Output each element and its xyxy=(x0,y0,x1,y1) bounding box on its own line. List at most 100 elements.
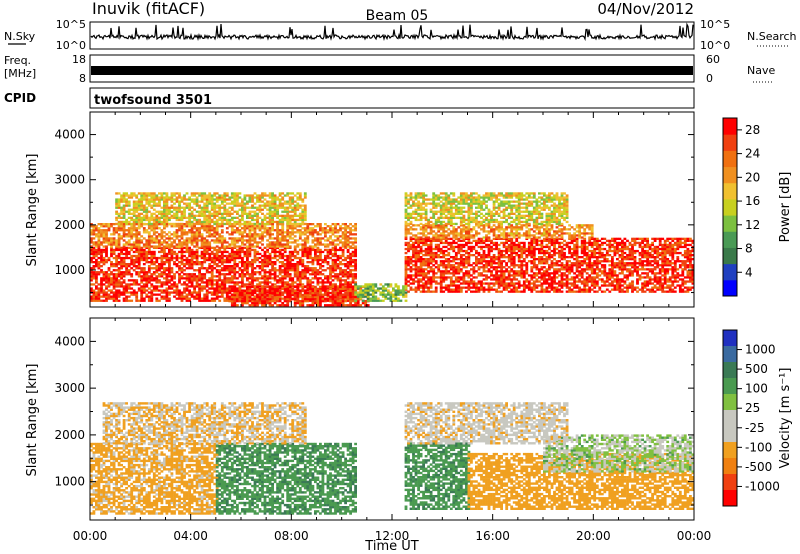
data-cell xyxy=(170,277,174,280)
data-cell xyxy=(135,248,139,252)
data-cell xyxy=(298,261,302,264)
data-cell xyxy=(236,196,239,199)
data-cell xyxy=(303,218,307,222)
data-cell xyxy=(296,298,300,301)
data-cell xyxy=(286,241,290,244)
data-cell xyxy=(95,295,98,298)
data-cell xyxy=(298,302,302,305)
data-cell xyxy=(185,225,189,228)
data-cell xyxy=(359,304,363,307)
data-cell xyxy=(314,225,317,228)
data-cell xyxy=(180,196,184,199)
data-cell xyxy=(200,196,204,199)
data-cell xyxy=(122,225,126,228)
data-cell xyxy=(142,267,146,270)
data-cell xyxy=(351,285,355,289)
data-cell xyxy=(454,245,458,249)
data-cell xyxy=(429,278,433,281)
data-cell xyxy=(220,225,224,228)
data-cell xyxy=(210,258,214,262)
data-cell xyxy=(253,277,257,280)
data-cell xyxy=(422,288,425,291)
data-cell xyxy=(163,218,166,222)
data-cell xyxy=(110,233,113,236)
data-cell xyxy=(454,237,458,240)
data-cell xyxy=(286,304,290,307)
data-cell xyxy=(220,206,224,209)
data-cell xyxy=(163,254,166,258)
data-cell xyxy=(407,249,410,253)
data-cell xyxy=(168,261,171,264)
data-cell xyxy=(220,267,224,270)
data-cell xyxy=(203,246,207,249)
data-cell xyxy=(306,283,310,286)
data-cell xyxy=(301,208,305,211)
data-cell xyxy=(130,227,134,230)
data-cell xyxy=(215,210,219,213)
data-cell xyxy=(208,210,212,213)
data-cell xyxy=(210,214,214,217)
data-cell xyxy=(90,299,93,302)
data-cell xyxy=(273,297,277,300)
data-cell xyxy=(341,233,345,236)
data-cell xyxy=(298,300,302,303)
data-cell xyxy=(326,304,330,307)
data-cell xyxy=(188,198,191,201)
data-cell xyxy=(95,235,98,238)
data-cell xyxy=(505,247,508,251)
data-cell xyxy=(163,267,166,270)
data-cell xyxy=(97,245,101,248)
data-cell xyxy=(510,239,514,242)
data-cell xyxy=(127,202,131,205)
data-cell xyxy=(258,237,262,240)
data-cell xyxy=(95,265,98,268)
data-cell xyxy=(339,291,342,295)
data-cell xyxy=(311,239,315,242)
data-cell xyxy=(170,200,174,203)
data-cell xyxy=(500,254,503,257)
data-cell xyxy=(200,222,204,226)
data-cell xyxy=(248,227,252,230)
data-cell xyxy=(198,297,201,300)
data-cell xyxy=(495,262,498,265)
data-cell xyxy=(417,284,420,287)
data-cell xyxy=(150,194,154,197)
data-cell xyxy=(218,246,222,249)
data-cell xyxy=(497,262,501,265)
data-cell xyxy=(115,281,118,284)
data-cell xyxy=(243,208,247,211)
data-cell xyxy=(218,250,222,254)
data-cell xyxy=(291,289,295,293)
data-cell xyxy=(142,206,146,209)
data-cell xyxy=(447,258,451,261)
data-cell xyxy=(293,210,297,213)
data-cell xyxy=(293,285,297,289)
data-cell xyxy=(198,206,201,209)
data-cell xyxy=(107,275,111,278)
data-cell xyxy=(316,302,320,305)
data-cell xyxy=(233,287,237,290)
data-cell xyxy=(437,254,441,257)
data-cell xyxy=(359,287,363,291)
data-cell xyxy=(314,248,317,252)
data-cell xyxy=(281,279,285,282)
data-cell xyxy=(407,290,410,293)
data-cell xyxy=(273,198,277,201)
data-cell xyxy=(261,231,264,234)
data-cell xyxy=(251,200,254,203)
data-cell xyxy=(512,284,516,287)
data-cell xyxy=(160,192,164,195)
data-cell xyxy=(422,254,425,257)
data-cell xyxy=(195,263,199,266)
data-cell xyxy=(102,275,106,278)
data-cell xyxy=(276,237,279,240)
data-cell xyxy=(120,258,123,262)
data-cell xyxy=(90,283,93,286)
data-cell xyxy=(105,246,108,249)
data-cell xyxy=(329,237,332,240)
data-cell xyxy=(135,214,139,217)
data-cell xyxy=(145,283,149,286)
data-cell xyxy=(147,204,151,207)
data-cell xyxy=(152,273,156,276)
data-cell xyxy=(462,239,466,242)
